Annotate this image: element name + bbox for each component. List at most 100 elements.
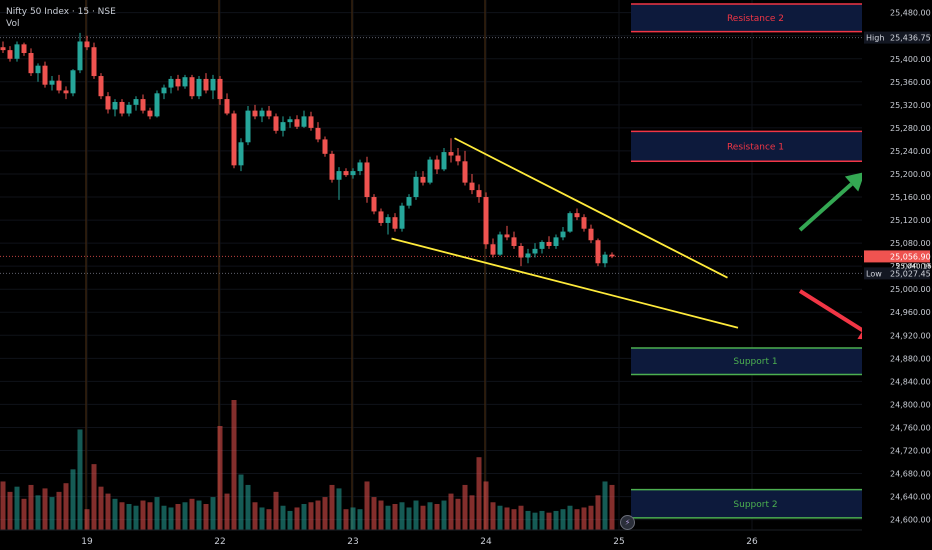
- volume-bar: [476, 457, 482, 530]
- volume-bar: [168, 507, 174, 530]
- candle: [497, 231, 503, 256]
- volume-bar: [329, 484, 335, 530]
- time-axis: 19 22 23 24 25 26: [0, 529, 862, 547]
- price-badge-value: 25,027.45: [890, 269, 931, 278]
- trendline: [391, 237, 739, 329]
- candle-body: [56, 80, 62, 91]
- last-price-sub: 25,040.16: [896, 262, 932, 270]
- price-badge-bg: [864, 31, 930, 44]
- candle: [315, 122, 321, 143]
- candle-body: [413, 176, 419, 198]
- candle: [595, 238, 601, 267]
- candle-body: [350, 171, 356, 176]
- zone-label: Resistance 1: [727, 142, 784, 152]
- candle-body: [182, 77, 188, 87]
- time-tick-label: 26: [746, 537, 758, 547]
- price-tick-label: 24,880.00: [890, 354, 931, 363]
- price-tick-label: 24,760.00: [890, 423, 931, 432]
- price-tick-label: 25,480.00: [890, 9, 931, 18]
- candle: [301, 110, 307, 128]
- candle: [476, 184, 482, 203]
- candle-body: [273, 116, 279, 131]
- volume-bar: [609, 484, 615, 530]
- volume-bar: [154, 497, 160, 530]
- candle: [224, 93, 230, 116]
- candle: [504, 225, 510, 241]
- volume-bar: [14, 486, 20, 530]
- zone-support-1: Support 1: [631, 347, 880, 376]
- volume-bar: [504, 507, 510, 530]
- candle-body: [343, 171, 349, 176]
- zone-label: Support 1: [733, 357, 777, 367]
- candle-body: [301, 116, 307, 127]
- candle-body: [539, 241, 545, 249]
- volume-bar: [287, 510, 293, 530]
- price-tick-label: 24,960.00: [890, 308, 931, 317]
- volume-bar: [70, 469, 76, 530]
- candle: [441, 148, 447, 172]
- volume-bar: [224, 493, 230, 530]
- candle-body: [217, 78, 223, 100]
- candle: [511, 231, 517, 249]
- zone-resistance-1: Resistance 1: [631, 130, 880, 163]
- volume-bar: [462, 484, 468, 530]
- lightning-icon[interactable]: ⚡: [620, 515, 635, 530]
- candle: [35, 63, 41, 82]
- volume-bar: [133, 505, 139, 530]
- candle-body: [322, 139, 328, 154]
- candle-body: [371, 197, 377, 212]
- candle-body: [483, 197, 489, 245]
- candle: [105, 92, 111, 114]
- candle-body: [91, 47, 97, 77]
- volume-bar: [364, 481, 370, 530]
- time-tick-label: 24: [480, 537, 492, 547]
- time-tick-label: 25: [613, 537, 624, 547]
- candle-body: [399, 205, 405, 229]
- volume-bar: [252, 502, 258, 530]
- arrow-shaft: [798, 289, 864, 333]
- candle: [91, 42, 97, 79]
- volume-bar: [497, 505, 503, 530]
- candle: [203, 73, 209, 94]
- price-tick-label: 25,240.00: [890, 147, 931, 156]
- volume-bar: [231, 400, 237, 530]
- price-badge-bg: [864, 250, 930, 263]
- price-tick-label: 25,320.00: [890, 101, 931, 110]
- time-tick-label: 22: [214, 537, 225, 547]
- candle-body: [126, 104, 132, 114]
- volume-bar: [343, 509, 349, 530]
- candle-body: [98, 76, 104, 97]
- volume-bar: [84, 509, 90, 530]
- price-badge-value: 25,056.90: [890, 252, 931, 261]
- candle: [490, 238, 496, 258]
- candle-body: [441, 152, 447, 170]
- price-tick-label: 24,720.00: [890, 447, 931, 456]
- price-tick-label: 25,040.00: [890, 262, 931, 271]
- volume-bar: [511, 509, 517, 530]
- volume-indicator-label[interactable]: Vol: [6, 19, 20, 29]
- volume-bar: [406, 507, 412, 530]
- candle-body: [357, 162, 363, 172]
- candle: [343, 168, 349, 177]
- volume-bar: [336, 488, 342, 530]
- candle-body: [266, 110, 272, 117]
- candle: [385, 214, 391, 235]
- candle: [280, 116, 286, 137]
- candle-body: [427, 159, 433, 183]
- time-tick-label: 19: [81, 537, 93, 547]
- volume-bar: [266, 509, 272, 530]
- candle-body: [553, 237, 559, 246]
- candle-body: [224, 99, 230, 114]
- candle: [182, 74, 188, 89]
- candle: [133, 96, 139, 111]
- candle: [434, 155, 440, 174]
- candle: [189, 74, 195, 100]
- candle-body: [140, 99, 146, 111]
- candlesticks: [0, 32, 615, 268]
- candle: [560, 226, 566, 241]
- candle-body: [42, 65, 48, 85]
- volume-bar: [413, 500, 419, 530]
- price-badge-bg: [864, 267, 930, 280]
- candle-body: [287, 119, 293, 123]
